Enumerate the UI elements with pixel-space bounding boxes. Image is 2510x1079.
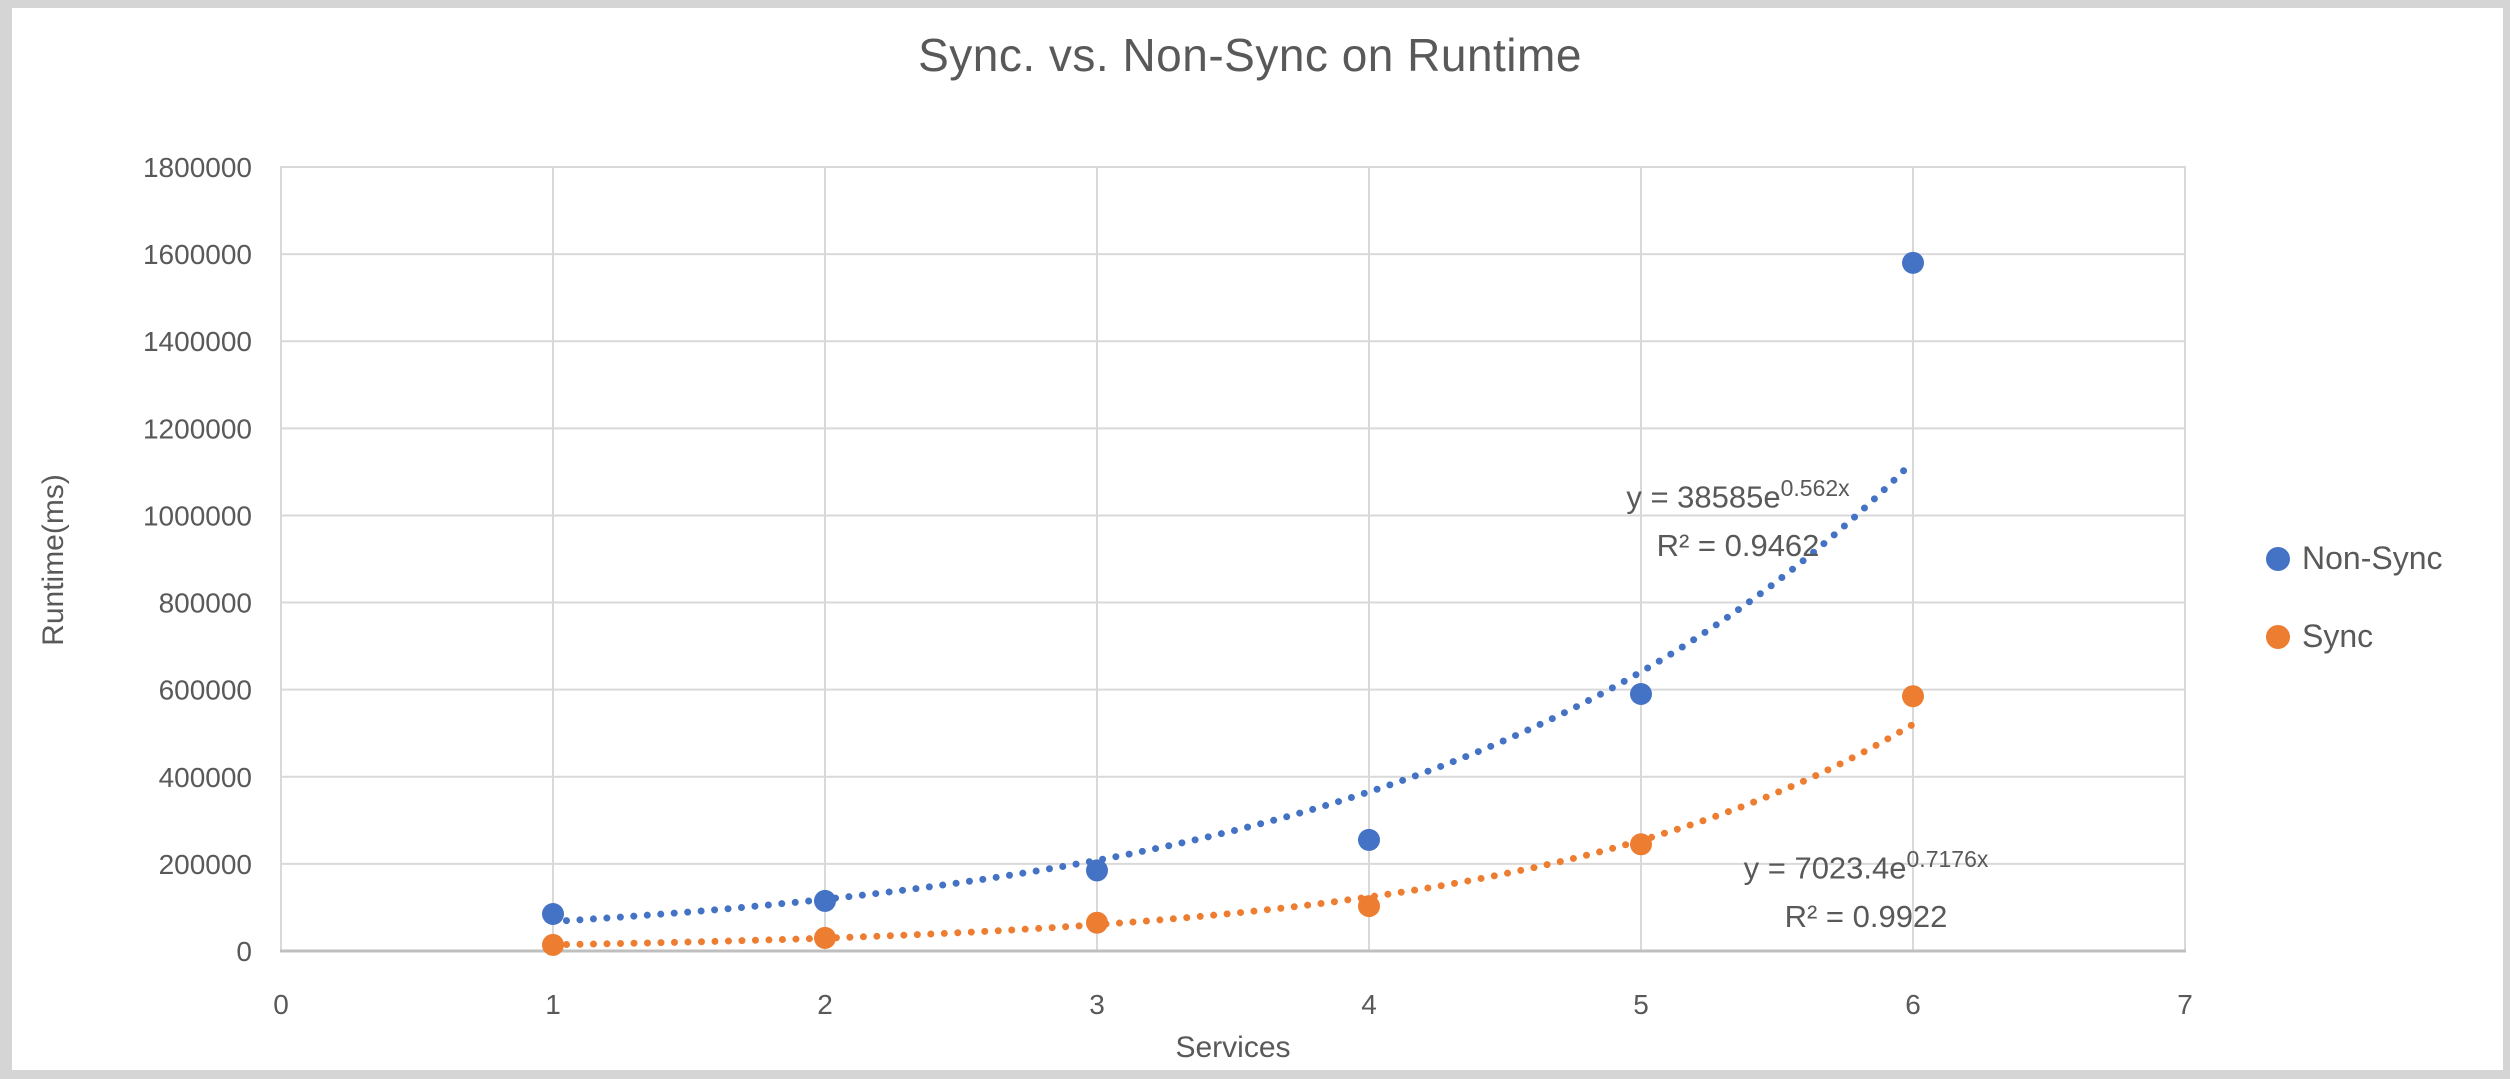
equation-line-non-sync: y = 38585e0.562x: [1626, 475, 1850, 515]
x-tick-label: 1: [545, 989, 561, 1020]
chart-canvas: [12, 8, 2503, 1070]
trendline-equation-non-sync: y = 38585e0.562x R² = 0.9462: [1528, 464, 1948, 570]
y-axis-title: Runtime(ms): [37, 474, 70, 646]
legend-label-non-sync: Non-Sync: [2302, 540, 2443, 576]
data-point-non-sync-6: [1902, 251, 1924, 274]
x-axis-title: Services: [1175, 1031, 1291, 1064]
x-tick-label: 7: [2177, 989, 2193, 1020]
x-tick-label: 2: [817, 989, 833, 1020]
r-squared-sync: R² = 0.9922: [1784, 899, 1948, 935]
y-tick-label: 400000: [159, 762, 252, 793]
y-tick-label: 1200000: [143, 413, 252, 444]
legend-item-non-sync: Non-Sync: [2266, 540, 2443, 577]
data-point-sync-5: [1630, 833, 1652, 856]
legend-marker-non-sync-icon: [2266, 546, 2290, 571]
y-tick-label: 600000: [159, 675, 252, 706]
chart-title: Sync. vs. Non-Sync on Runtime: [918, 29, 1582, 81]
data-point-non-sync-3: [1086, 859, 1108, 882]
y-tick-label: 1800000: [143, 152, 252, 183]
data-point-sync-2: [814, 926, 836, 949]
equation-line-sync: y = 7023.4e0.7176x: [1743, 846, 1989, 886]
legend-marker-sync-icon: [2266, 624, 2290, 649]
y-tick-label: 1400000: [143, 326, 252, 357]
trendline-equation-sync: y = 7023.4e0.7176x R² = 0.9922: [1656, 835, 2076, 941]
data-point-sync-1: [542, 933, 564, 956]
y-tick-label: 800000: [159, 588, 252, 619]
data-point-sync-3: [1086, 911, 1108, 934]
y-tick-label: 1600000: [143, 239, 252, 270]
legend-item-sync: Sync: [2266, 618, 2443, 655]
y-tick-label: 0: [236, 936, 252, 967]
legend: Non-Sync Sync: [2266, 540, 2443, 696]
x-tick-label: 4: [1361, 989, 1377, 1020]
data-point-sync-4: [1358, 895, 1380, 918]
data-point-non-sync-4: [1358, 828, 1380, 851]
x-tick-label: 3: [1089, 989, 1105, 1020]
r-squared-non-sync: R² = 0.9462: [1656, 528, 1820, 564]
y-tick-label: 1000000: [143, 500, 252, 531]
x-tick-label: 6: [1905, 989, 1921, 1020]
data-point-non-sync-2: [814, 889, 836, 912]
trendline-non-sync: [549, 457, 1917, 925]
data-point-non-sync-5: [1630, 683, 1652, 706]
data-point-sync-6: [1902, 685, 1924, 708]
legend-label-sync: Sync: [2302, 618, 2374, 654]
trendline-sync: [549, 720, 1917, 949]
data-point-non-sync-1: [542, 902, 564, 925]
x-tick-label: 0: [273, 989, 289, 1020]
x-tick-label: 5: [1633, 989, 1649, 1020]
y-tick-label: 200000: [159, 849, 252, 880]
